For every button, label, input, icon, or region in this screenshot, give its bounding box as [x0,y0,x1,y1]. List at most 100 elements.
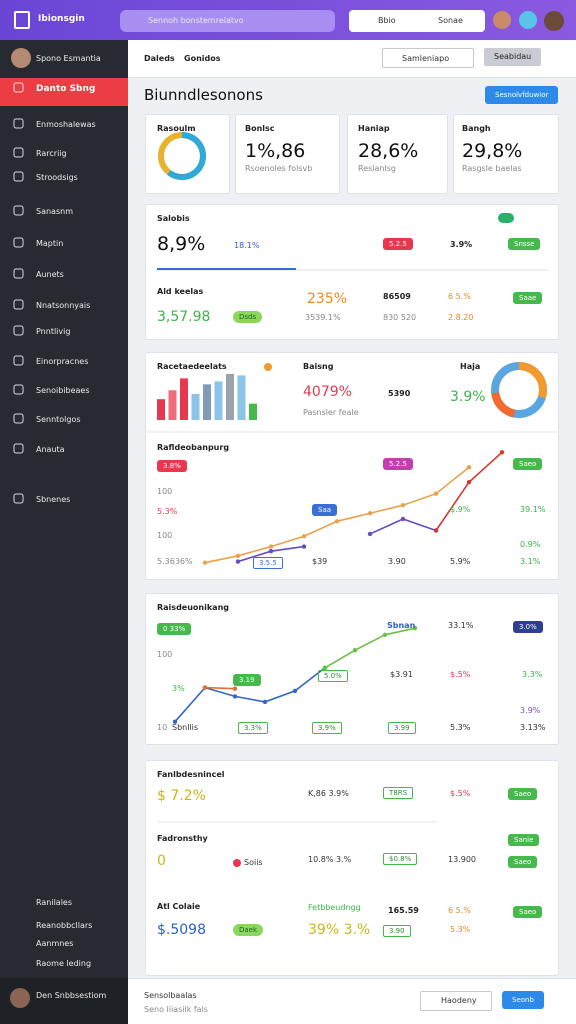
avatar[interactable] [493,11,511,29]
label: 18.1% [234,241,260,250]
label: 3.5.5 [253,557,283,569]
panel [145,593,559,745]
label: Fanlbdesnincel [157,770,225,779]
panel [145,352,559,580]
nav-item[interactable]: Danto Sbng [36,84,96,94]
line-point [172,719,178,724]
kpi-card [453,114,559,194]
button[interactable]: Seabidau [484,48,542,66]
search-placeholder[interactable]: Sennoh bonstemrelatvo [148,16,244,25]
nav-icon [13,171,24,182]
label: 100 [157,531,173,540]
nav-item[interactable]: Raome leding [36,959,92,968]
donut [158,132,206,180]
nav-item[interactable]: Rarcriig [36,149,67,158]
label: 0.9% [520,540,541,549]
label: 5.3% [450,925,471,934]
line-point [235,559,241,564]
dropdown-value[interactable]: Samleniapo [402,54,450,63]
label: 4079% [303,384,352,400]
label: Saeo [508,788,538,800]
nav-item[interactable]: Ranilales [36,898,73,907]
label: 3.90 [383,925,411,937]
nav-item[interactable]: Nnatsonnyais [36,301,91,310]
kpi-card [347,114,448,194]
label: Sbnllis [172,723,199,732]
nav-item[interactable]: Stroodsigs [36,173,78,182]
nav-item[interactable]: Aunets [36,270,64,279]
search-box[interactable] [120,10,335,32]
nav-icon [13,205,24,216]
label: Pasnsler feale [303,408,359,417]
label: T8RS [383,787,414,799]
label: 3.9% [312,722,342,734]
nav-icon [13,237,24,248]
toggle[interactable] [498,213,514,223]
label: 3.19 [233,674,261,686]
line-point [322,665,328,670]
nav-item[interactable]: Aanmnes [36,939,74,948]
nav-item[interactable]: Anauta [36,445,65,454]
header-link[interactable]: Sonae [438,16,463,25]
nav-icon [13,268,24,279]
label: Soiis [244,858,263,867]
line-point [433,528,439,533]
label: 3.99 [388,722,416,734]
nav-item[interactable]: Sbnenes [36,495,71,504]
label: 39.1% [520,505,546,514]
label: Sanie [508,834,540,846]
nav-item[interactable]: Enmoshalewas [36,120,96,129]
label: Saeo [513,458,543,470]
label: $.9% [450,505,471,514]
label: 5.0% [318,670,348,682]
label: $39 [312,557,328,566]
indicator [233,859,241,867]
label: $.5098 [157,922,206,938]
header-link[interactable]: Bbio [378,16,396,25]
label: 13.900 [448,855,476,864]
nav-icon [13,118,24,129]
button[interactable]: Haodeny [420,991,492,1011]
nav-item[interactable]: Maptin [36,239,64,248]
dropdown[interactable] [382,48,474,68]
bar [214,381,223,420]
line-series [174,667,326,723]
label: 6 5.% [448,906,471,915]
avatar[interactable] [519,11,537,29]
line-point [202,685,208,690]
tab[interactable]: Daleds [144,54,175,63]
label: $3.91 [390,670,413,679]
label: Saa [312,504,338,516]
label: Salobis [157,214,190,223]
label: 2.8.20 [448,313,474,322]
line-point [499,450,505,455]
kpi-label: Bonlsc [245,124,275,133]
bar [180,378,188,420]
label: Fetbbeudngg [308,903,361,912]
bar [203,384,211,420]
panel [145,760,559,976]
sidebar-avatar [11,48,31,68]
label: 0 33% [157,623,192,635]
label: 3.3% [238,722,268,734]
nav-item[interactable]: Senntolgos [36,415,81,424]
button[interactable]: Sesnolvfduwior [485,86,559,104]
kpi-note: Rasgsle baelas [462,164,522,173]
kpi-value: 1%,86 [245,140,306,162]
label: 86509 [383,292,411,301]
nav-icon [13,493,24,504]
nav-item[interactable]: Senoibibeaes [36,386,90,395]
button[interactable]: Seonb [502,991,544,1009]
footer-subtitle: Seno liiasilk fals [144,1005,208,1014]
nav-item[interactable]: Sanasnm [36,207,73,216]
tab[interactable]: Gonidos [184,54,221,63]
avatar[interactable] [544,11,564,31]
nav-item[interactable]: Pnntlivig [36,327,71,336]
bar [168,390,177,420]
nav-item[interactable]: Reanobbcllars [36,921,93,930]
label: 8,9% [157,233,206,255]
nav-item[interactable]: Einorpracnes [36,357,89,366]
label: 3% [172,684,185,693]
nav-icon [13,443,24,454]
header-links [349,10,485,32]
